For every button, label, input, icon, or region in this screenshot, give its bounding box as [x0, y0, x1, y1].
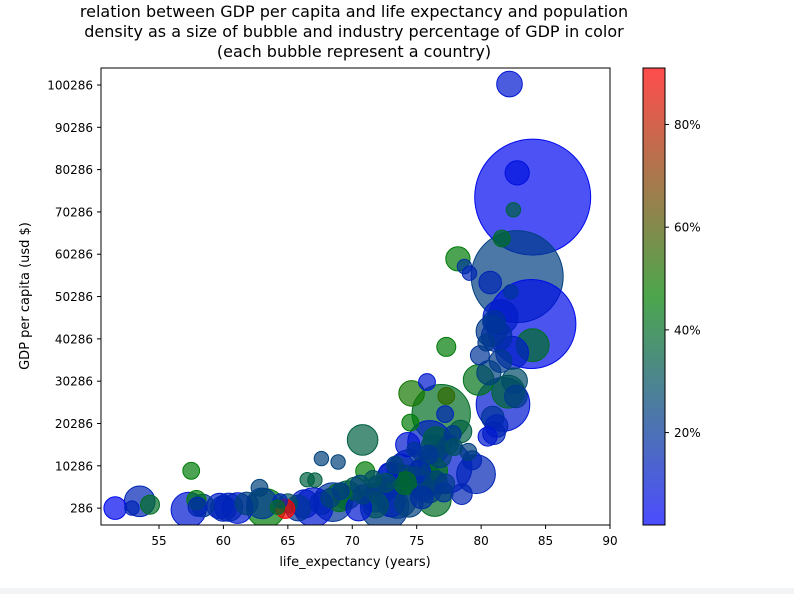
bubble	[478, 270, 503, 295]
bubble	[352, 484, 373, 505]
bubble	[410, 485, 434, 510]
colorbar-tick-label: 80%	[674, 118, 701, 132]
bubble	[187, 496, 208, 517]
x-tick-label: 70	[345, 534, 360, 548]
bubble	[437, 387, 456, 405]
y-axis-ticks: 286 10286 20286 30286 40286 50286 60286 70286 80…	[47, 78, 101, 516]
bubble	[436, 405, 455, 424]
y-tick-label: 70286	[55, 205, 93, 219]
x-tick-label: 90	[602, 534, 617, 548]
colorbar-tick-label: 40%	[674, 323, 701, 337]
colorbar-tick-label: 60%	[674, 221, 701, 235]
y-tick-label: 286	[70, 502, 93, 516]
bubble	[398, 380, 425, 407]
y-tick-label: 60286	[55, 248, 93, 262]
bubble	[503, 284, 519, 300]
x-tick-label: 75	[409, 534, 424, 548]
bubble	[124, 500, 140, 516]
bubble	[401, 413, 420, 432]
bubble	[436, 336, 457, 357]
chart-title-line-2: density as a size of bubble and industry…	[84, 22, 624, 41]
colorbar	[643, 68, 665, 525]
bubble	[234, 491, 259, 516]
colorbar-ticks: 20% 40% 60% 80%	[665, 118, 701, 440]
bubble	[492, 229, 511, 248]
x-tick-label: 85	[538, 534, 553, 548]
bubble	[418, 373, 436, 391]
bubble	[385, 456, 404, 474]
chart-title-line-1: relation between GDP per capita and life…	[80, 2, 628, 21]
bubble	[331, 482, 350, 501]
bubble	[140, 494, 160, 515]
x-tick-label: 80	[473, 534, 488, 548]
y-tick-label: 100286	[47, 78, 93, 92]
x-tick-label: 60	[216, 534, 231, 548]
bubble	[307, 472, 323, 488]
bubble	[364, 470, 382, 488]
y-tick-label: 50286	[55, 290, 93, 304]
bubble	[346, 424, 379, 456]
x-axis-label: life_expectancy (years)	[279, 555, 430, 570]
y-axis-label: GDP per capita (usd $)	[18, 222, 33, 370]
bubble	[461, 265, 478, 281]
bubble	[103, 496, 127, 520]
y-tick-label: 40286	[55, 332, 93, 346]
bubble	[250, 478, 269, 497]
y-tick-label: 30286	[55, 375, 93, 389]
chart-title-line-3: (each bubble represent a country)	[217, 42, 491, 61]
bubble	[210, 495, 237, 522]
bubble	[459, 442, 478, 461]
bubble	[477, 333, 496, 352]
bubble	[496, 70, 523, 98]
bubbles-layer	[103, 70, 592, 525]
bottom-strip	[0, 588, 794, 594]
bubble	[488, 349, 513, 374]
colorbar-tick-label: 20%	[674, 426, 701, 440]
y-tick-label: 20286	[55, 417, 93, 431]
bubble	[482, 310, 506, 334]
y-tick-label: 90286	[55, 121, 93, 135]
x-axis-ticks: 55 60 65 70 75 80 85 90	[151, 525, 618, 548]
bubble	[406, 441, 422, 457]
bubble	[330, 454, 346, 470]
bubble	[504, 160, 530, 186]
x-tick-label: 55	[151, 534, 166, 548]
bubble	[477, 426, 498, 447]
x-tick-label: 65	[280, 534, 295, 548]
chart-title: relation between GDP per capita and life…	[80, 2, 628, 61]
bubble	[313, 450, 330, 467]
y-tick-label: 80286	[55, 163, 93, 177]
bubble	[182, 461, 201, 480]
bubble	[505, 202, 522, 218]
bubble	[433, 482, 454, 503]
bubble	[269, 499, 286, 515]
y-tick-label: 10286	[55, 459, 93, 473]
colorbar-frame	[642, 67, 666, 526]
bubble	[504, 384, 528, 409]
